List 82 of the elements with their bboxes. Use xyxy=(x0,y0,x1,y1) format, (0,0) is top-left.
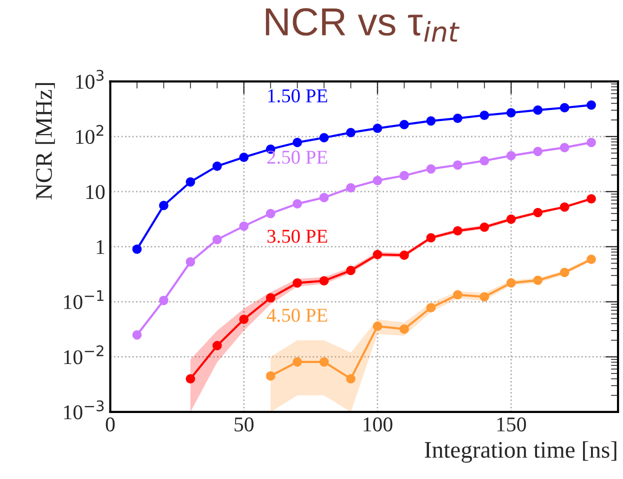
series-label: 4.50 PE xyxy=(266,308,328,322)
point xyxy=(480,156,490,166)
point xyxy=(506,278,516,288)
point xyxy=(292,278,302,288)
series-label: 3.50 PE xyxy=(267,230,328,243)
y-tick-label: 1 xyxy=(96,240,104,254)
point xyxy=(186,257,196,267)
point xyxy=(186,374,196,384)
y-tick-label: 10 xyxy=(86,184,105,200)
point xyxy=(212,161,222,171)
point xyxy=(319,276,329,286)
x-axis-title: Integration time [ns] xyxy=(424,441,616,463)
point xyxy=(506,214,516,224)
point xyxy=(292,199,302,209)
y-tick-label: 10$^{−2}$ xyxy=(64,345,104,364)
point xyxy=(159,296,168,306)
point xyxy=(239,314,249,324)
point xyxy=(319,357,329,367)
chart-title: NCR vs τ$_{int}$ xyxy=(266,8,460,42)
x-tick-label: 100 xyxy=(364,417,392,432)
point xyxy=(560,202,570,212)
point xyxy=(560,142,570,152)
point xyxy=(452,114,462,123)
point xyxy=(372,176,382,186)
point xyxy=(239,221,249,231)
point xyxy=(346,374,356,384)
point xyxy=(212,340,222,350)
point xyxy=(560,268,570,278)
point xyxy=(506,108,516,118)
point xyxy=(533,105,543,115)
point xyxy=(372,322,382,331)
series-label: 1.50 PE xyxy=(268,89,328,102)
point xyxy=(426,303,436,312)
point xyxy=(212,234,222,244)
point xyxy=(506,150,516,160)
point xyxy=(480,292,490,302)
point xyxy=(586,194,596,204)
point xyxy=(480,222,490,232)
point xyxy=(346,266,356,276)
point xyxy=(372,124,382,133)
point xyxy=(480,110,490,120)
point xyxy=(400,250,409,260)
point xyxy=(372,250,382,260)
point xyxy=(266,208,276,218)
point xyxy=(239,152,249,162)
point xyxy=(586,254,596,264)
series-label: 2.50 PE xyxy=(267,150,328,164)
point xyxy=(400,170,409,180)
point xyxy=(159,200,168,210)
point xyxy=(266,293,276,302)
point xyxy=(319,133,329,142)
y-axis-title: NCR [MHz] xyxy=(35,83,55,200)
point xyxy=(319,192,329,202)
point xyxy=(292,357,302,367)
point xyxy=(452,160,462,170)
point xyxy=(533,146,543,156)
point xyxy=(400,120,409,130)
point xyxy=(586,100,596,110)
y-tick-label: 10$^{3}$ xyxy=(76,70,104,89)
point xyxy=(266,371,276,381)
point xyxy=(426,164,436,174)
point xyxy=(132,244,142,254)
y-tick-label: 10$^{−3}$ xyxy=(64,400,104,420)
point xyxy=(426,116,436,126)
point xyxy=(533,208,543,218)
point xyxy=(560,103,570,112)
point xyxy=(132,330,142,340)
point xyxy=(533,276,543,286)
y-tick-label: 10$^{2}$ xyxy=(76,124,104,144)
point xyxy=(452,226,462,236)
point xyxy=(400,324,409,334)
x-tick-label: 150 xyxy=(497,417,526,432)
point xyxy=(186,177,196,187)
x-tick-label: 50 xyxy=(234,417,254,432)
point xyxy=(452,290,462,300)
x-tick-label: 0 xyxy=(106,417,115,432)
point xyxy=(586,138,596,148)
point xyxy=(346,128,356,138)
y-tick-label: 10$^{−1}$ xyxy=(64,290,104,310)
point xyxy=(292,138,302,148)
point xyxy=(346,183,356,193)
point xyxy=(426,233,436,242)
